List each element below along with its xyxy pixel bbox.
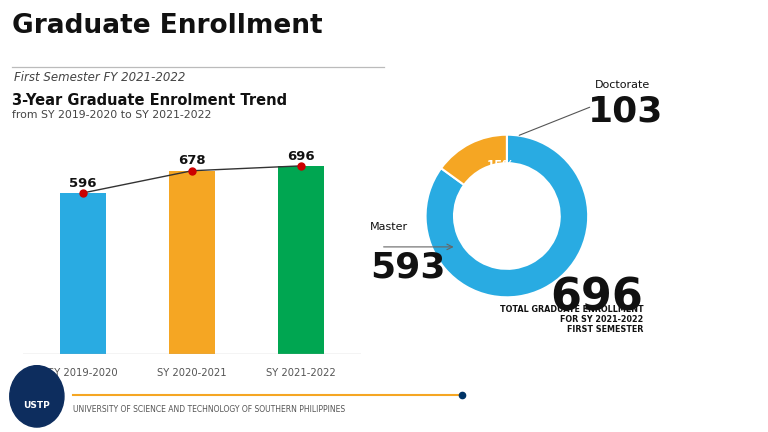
Text: 85%: 85% bbox=[511, 234, 539, 247]
Text: Graduate Enrollment: Graduate Enrollment bbox=[12, 13, 322, 39]
Text: SY 2019-2020: SY 2019-2020 bbox=[48, 368, 118, 378]
Text: SY 2021-2022: SY 2021-2022 bbox=[266, 368, 336, 378]
Text: UNIVERSITY OF SCIENCE AND TECHNOLOGY OF SOUTHERN PHILIPPINES: UNIVERSITY OF SCIENCE AND TECHNOLOGY OF … bbox=[73, 405, 345, 414]
Text: 15%: 15% bbox=[487, 159, 515, 172]
Text: 596: 596 bbox=[69, 177, 97, 190]
Bar bbox=[60, 193, 106, 354]
Text: 103: 103 bbox=[588, 94, 664, 128]
Text: Master: Master bbox=[370, 222, 409, 232]
Bar bbox=[278, 166, 324, 354]
Text: 3-Year Graduate Enrolment Trend: 3-Year Graduate Enrolment Trend bbox=[12, 93, 286, 108]
Text: Doctorate: Doctorate bbox=[594, 80, 650, 90]
Text: from SY 2019-2020 to SY 2021-2022: from SY 2019-2020 to SY 2021-2022 bbox=[12, 110, 211, 120]
Text: 696: 696 bbox=[287, 149, 315, 162]
Text: USTP: USTP bbox=[24, 401, 50, 410]
Text: 593: 593 bbox=[370, 250, 445, 284]
Wedge shape bbox=[441, 135, 507, 185]
Text: 678: 678 bbox=[178, 155, 206, 168]
Wedge shape bbox=[425, 135, 588, 297]
Text: 696: 696 bbox=[551, 277, 644, 320]
Text: First Semester FY 2021-2022: First Semester FY 2021-2022 bbox=[14, 71, 185, 84]
Text: FIRST SEMESTER: FIRST SEMESTER bbox=[567, 325, 644, 334]
Bar bbox=[169, 171, 215, 354]
Text: TOTAL GRADUATE ENROLLMENT: TOTAL GRADUATE ENROLLMENT bbox=[500, 305, 644, 314]
Text: SY 2020-2021: SY 2020-2021 bbox=[157, 368, 227, 378]
Circle shape bbox=[10, 365, 64, 427]
Text: FOR SY 2021-2022: FOR SY 2021-2022 bbox=[560, 315, 644, 324]
